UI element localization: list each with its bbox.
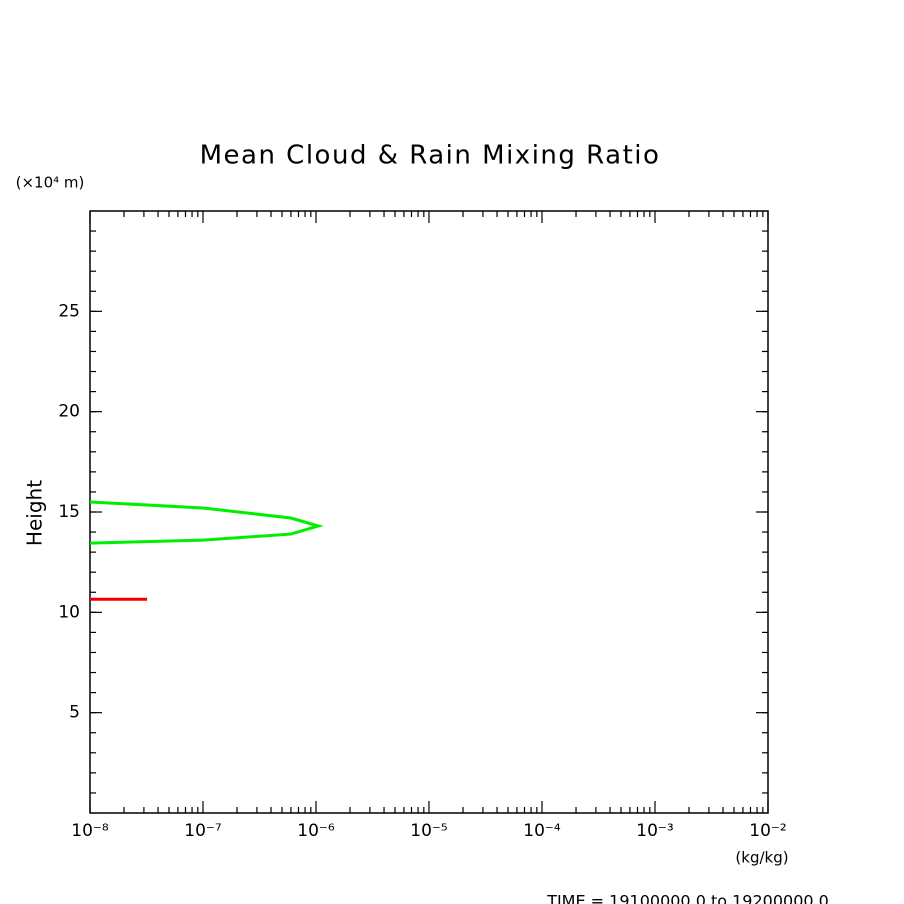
y-tick-label: 20 (58, 402, 80, 422)
y-axis-label: Height (23, 480, 47, 546)
y-tick-label: 25 (58, 301, 80, 321)
data-line (89, 500, 324, 545)
chart-title: Mean Cloud & Rain Mixing Ratio (200, 141, 661, 171)
y-tick-label: 10 (58, 602, 80, 622)
plot-frame (89, 210, 769, 814)
x-tick-label: 10⁻⁶ (297, 821, 335, 841)
x-tick-label: 10⁻⁵ (410, 821, 447, 841)
x-tick-label: 10⁻⁷ (184, 821, 222, 841)
y-unit: (×10⁴ m) (16, 174, 85, 192)
y-tick-label: 5 (69, 703, 80, 723)
x-tick-label: 10⁻³ (636, 821, 673, 841)
x-unit: (kg/kg) (735, 849, 788, 867)
x-tick-label: 10⁻² (749, 821, 786, 841)
x-tick-label: 10⁻⁸ (71, 821, 109, 841)
y-tick-label: 15 (58, 502, 80, 522)
footer: TIME = 19100000.0 to 19200000.0 (546, 892, 829, 904)
x-tick-label: 10⁻⁴ (523, 821, 561, 841)
